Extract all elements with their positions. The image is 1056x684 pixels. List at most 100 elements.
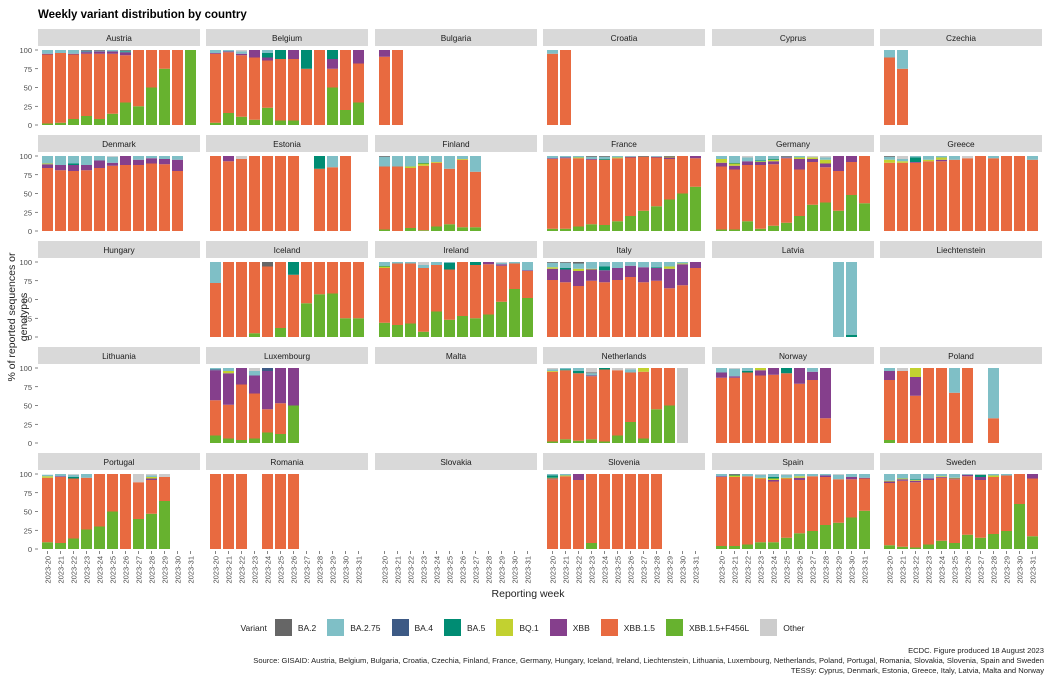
bar-2023-27: [470, 156, 481, 231]
bar-segment-ba-2-75: [794, 156, 805, 158]
bar-segment-xbb-1-5: [236, 474, 247, 549]
bar-segment-ba-2-75: [716, 474, 727, 477]
bar-segment-ba-2: [664, 156, 675, 157]
panel-netherlands: Netherlands: [543, 347, 705, 443]
bar-segment-ba-5: [599, 266, 610, 271]
bar-segment-xbb: [146, 478, 157, 480]
bar-segment-xbb-1-5: [586, 280, 597, 337]
bar-segment-xbb-1-5: [223, 161, 234, 231]
bar-segment-xbb-1-5-f456l: [327, 87, 338, 125]
bar-2023-20: [210, 474, 221, 549]
bar-segment-xbb-1-5: [975, 156, 986, 231]
bar-segment-xbb-1-5: [768, 481, 779, 543]
panel-strip: [206, 29, 368, 46]
bar-segment-xbb-1-5-f456l: [353, 102, 364, 125]
legend-item-bq-1: BQ.1: [496, 619, 539, 636]
bar-segment-xbb-1-5: [729, 169, 740, 230]
bar-2023-30: [340, 50, 351, 125]
bar-segment-xbb-1-5: [988, 418, 999, 443]
bar-segment-xbb-1-5: [262, 266, 273, 337]
bar-segment-xbb-1-5-f456l: [768, 225, 779, 231]
bar-2023-22: [573, 474, 584, 549]
bar-segment-ba-2-75: [509, 262, 520, 264]
bar-segment-xbb-1-5-f456l: [638, 210, 649, 231]
x-tick-label: 2023-23: [420, 556, 429, 584]
bar-segment-xbb: [781, 157, 792, 159]
caption-source: Source: GISAID: Austria, Belgium, Bulgar…: [253, 656, 1044, 665]
bar-2023-23: [755, 156, 766, 231]
bar-segment-xbb: [833, 156, 844, 171]
x-tick-label: 2023-28: [316, 556, 325, 584]
bar-2023-22: [910, 368, 921, 443]
bar-segment-xbb-1-5: [547, 479, 558, 549]
bar-segment-xbb-1-5: [923, 368, 934, 443]
bar-2023-26: [288, 50, 299, 125]
bar-2023-20: [716, 368, 727, 443]
chart-title: Weekly variant distribution by country: [38, 9, 247, 21]
bar-segment-xbb-1-5: [586, 376, 597, 440]
bar-2023-20: [379, 50, 390, 125]
bar-segment-xbb-1-5-f456l: [846, 517, 857, 549]
bar-segment-xbb: [223, 156, 234, 162]
bar-2023-28: [820, 156, 831, 231]
bar-2023-20: [547, 474, 558, 549]
bar-segment-xbb: [560, 157, 571, 159]
bar-segment-xbb: [172, 159, 183, 171]
bar-segment-xbb-1-5: [42, 477, 53, 543]
bar-segment-xbb-1-5: [884, 57, 895, 125]
bar-segment-xbb-1-5: [223, 52, 234, 113]
panel-strip-label: Luxembourg: [264, 351, 311, 361]
x-tick-label: 2023-23: [757, 556, 766, 584]
bar-segment-xbb-1-5-f456l: [288, 120, 299, 125]
bar-segment-other: [547, 368, 558, 370]
bar-segment-xbb: [573, 271, 584, 286]
bar-segment-xbb: [625, 265, 636, 277]
bar-segment-xbb: [742, 161, 753, 165]
bar-segment-xbb-1-5: [55, 170, 66, 231]
bar-segment-xbb-1-5: [794, 480, 805, 534]
panel-germany: Germany: [712, 135, 874, 231]
bar-segment-xbb: [664, 157, 675, 159]
panel-hungary: Hungary 0 25 50 75 100: [19, 241, 200, 342]
bar-segment-xbb-1-5: [690, 158, 701, 187]
bar-segment-xbb-1-5: [936, 161, 947, 231]
bar-segment-bq-1: [897, 478, 908, 480]
bar-2023-28: [651, 262, 662, 337]
legend-swatch: [443, 619, 461, 636]
panel-strip: [38, 29, 200, 46]
bar-segment-ba-5: [910, 479, 921, 480]
bar-segment-ba-5: [599, 159, 610, 160]
bar-segment-xbb-1-5-f456l: [236, 116, 247, 125]
x-tick-label: 2023-30: [174, 556, 183, 584]
panel-strip: [712, 29, 874, 46]
bar-segment-xbb: [599, 270, 610, 283]
bar-segment-ba-2: [94, 50, 105, 51]
legend-swatch: [496, 619, 514, 636]
bar-segment-xbb: [716, 476, 727, 477]
x-tick-label: 2023-20: [44, 556, 53, 584]
bar-2023-22: [236, 156, 247, 231]
bar-segment-ba-2-75: [781, 156, 792, 158]
bar-segment-ba-2: [729, 474, 740, 475]
x-tick-label: 2023-25: [109, 556, 118, 584]
bar-segment-other: [820, 156, 831, 158]
bar-segment-xbb-1-5-f456l: [431, 311, 442, 337]
bar-segment-ba-5: [379, 265, 390, 267]
bar-segment-ba-2-75: [547, 50, 558, 54]
bar-segment-ba-2-75: [962, 474, 973, 475]
bar-segment-ba-2-75: [716, 368, 727, 373]
bar-segment-ba-2: [573, 262, 584, 264]
bar-segment-ba-5: [781, 368, 792, 374]
bar-segment-xbb-1-5: [107, 474, 118, 512]
panel-slovenia: Slovenia 2023-20 2023-21 2023-22 2023-23 2023…: [543, 453, 705, 584]
bar-segment-xbb-1-5-f456l: [379, 229, 390, 231]
bar-segment-xbb-1-5: [405, 168, 416, 228]
bar-segment-xbb-1-5: [223, 404, 234, 439]
bar-2023-20: [547, 368, 558, 443]
legend-title: Variant: [240, 622, 267, 633]
panel-strip: [712, 453, 874, 470]
bar-segment-xbb-1-5: [236, 384, 247, 440]
bar-2023-27: [301, 262, 312, 337]
x-tick-label: 2023-27: [640, 556, 649, 584]
panel-spain: Spain 2023-20 2023-21 2023-22 2023-23 2023-24…: [712, 453, 874, 584]
